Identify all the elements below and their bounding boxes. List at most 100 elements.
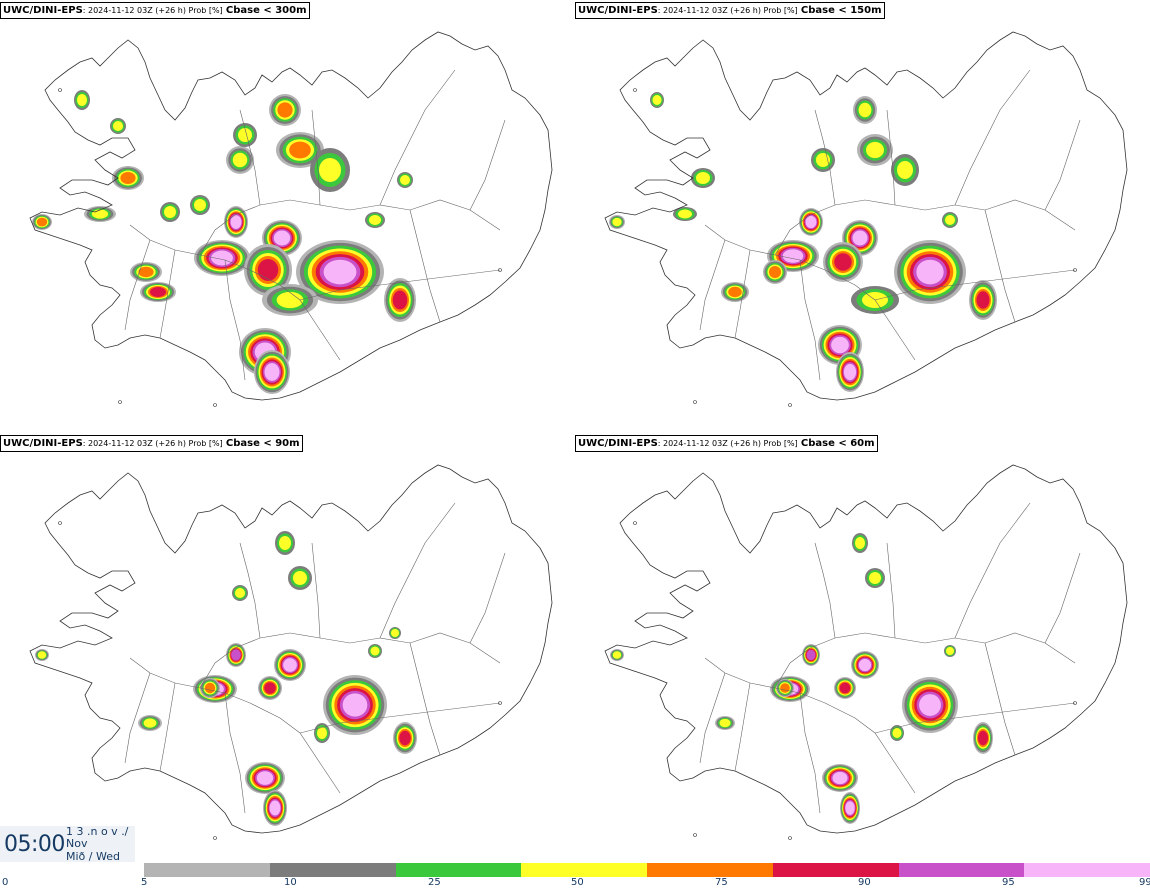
colorbar-tick-label: 25 (428, 877, 441, 888)
colorbar-segment (521, 863, 647, 877)
region-border (129, 657, 341, 794)
coastline (29, 31, 553, 401)
map-panel-cbase-300: UWC/DINI-EPS: 2024-11-12 03Z (+26 h) Pro… (0, 0, 575, 430)
colorbar-tick-label: 10 (284, 877, 297, 888)
valid-time-box: 05:00 1 3 .n o v ./ Nov Mið / Wed (0, 826, 135, 863)
weekday-label: Mið / Wed (66, 850, 120, 863)
region-border (224, 259, 246, 381)
threshold-label: Cbase < 150m (800, 5, 882, 16)
island (58, 521, 62, 525)
probability-contour (143, 718, 157, 728)
region-border (799, 259, 821, 381)
probability-contour (696, 172, 710, 184)
probability-contour (612, 651, 622, 659)
island (693, 833, 697, 837)
probability-contour (892, 728, 902, 738)
probability-contour (852, 230, 868, 246)
region-border (409, 642, 441, 756)
probability-contour (855, 537, 865, 549)
probability-contour (719, 718, 731, 728)
region-border (299, 702, 501, 734)
probability-contour (392, 290, 408, 310)
probability-contour (211, 250, 233, 266)
region-border (159, 682, 176, 772)
probability-contour (273, 230, 291, 246)
probability-contour (77, 94, 87, 106)
region-border (311, 109, 321, 206)
region-border (379, 502, 456, 639)
probability-contour (232, 152, 248, 168)
colorbar-tick-label: 0 (2, 877, 9, 888)
probability-contour (678, 209, 692, 219)
probability-contour (858, 102, 872, 118)
island (498, 268, 502, 272)
probability-contour (391, 629, 399, 637)
probability-contour (279, 536, 291, 550)
island (213, 403, 217, 407)
region-border (886, 542, 896, 639)
island (1073, 701, 1077, 705)
probability-contour (164, 206, 176, 218)
region-border (984, 209, 1016, 323)
region-border (704, 224, 916, 361)
colorbar-segment (772, 863, 899, 877)
probability-contour (866, 141, 884, 159)
probability-contour (897, 161, 913, 179)
month-label: Nov (66, 837, 88, 850)
probability-contour (832, 771, 848, 785)
island (788, 836, 792, 840)
island (693, 400, 697, 404)
probability-contour (138, 266, 154, 278)
probability-contour (843, 363, 857, 381)
model-name: UWC/DINI-EPS (578, 5, 658, 16)
run-info: : 2024-11-12 03Z (+26 h) Prob [%] (82, 439, 223, 448)
region-border (874, 269, 1076, 301)
region-border (239, 109, 261, 206)
run-info: : 2024-11-12 03Z (+26 h) Prob [%] (657, 439, 798, 448)
iceland-map (604, 31, 1128, 407)
probability-contour (289, 141, 311, 159)
probability-field (609, 92, 997, 392)
colorbar-segment (898, 863, 1025, 877)
region-border (799, 692, 821, 814)
probability-contour (256, 771, 274, 785)
probability-contour (612, 217, 622, 227)
probability-contour (652, 95, 662, 105)
model-name: UWC/DINI-EPS (578, 438, 658, 449)
region-border (199, 199, 501, 256)
panel-title: UWC/DINI-EPS: 2024-11-12 03Z (+26 h) Pro… (0, 2, 310, 19)
probability-contour (276, 291, 304, 309)
probability-field (35, 531, 417, 826)
colorbar-tick-label: 5 (141, 877, 148, 888)
region-border (984, 642, 1016, 756)
probability-contour (231, 649, 241, 661)
probability-contour (370, 646, 380, 656)
probability-contour (728, 286, 742, 298)
map-panel-cbase-150: UWC/DINI-EPS: 2024-11-12 03Z (+26 h) Pro… (575, 0, 1150, 430)
probability-colorbar (144, 863, 1150, 877)
region-border (814, 542, 836, 639)
probability-contour (293, 571, 307, 585)
region-border (734, 682, 751, 772)
region-border (734, 249, 751, 339)
probability-contour (834, 253, 852, 271)
region-border (814, 109, 836, 206)
probability-contour (858, 658, 872, 672)
probability-contour (945, 215, 955, 225)
valid-time: 05:00 (4, 832, 65, 857)
probability-contour (269, 800, 281, 816)
region-border (954, 502, 1031, 639)
probability-contour (230, 215, 242, 229)
model-name: UWC/DINI-EPS (3, 438, 83, 449)
threshold-label: Cbase < 90m (225, 438, 300, 449)
threshold-label: Cbase < 60m (800, 438, 875, 449)
probability-contour (238, 128, 252, 142)
probability-contour (919, 694, 941, 716)
region-border (124, 672, 151, 764)
region-border (239, 542, 261, 639)
island (213, 836, 217, 840)
island (788, 403, 792, 407)
island (58, 88, 62, 92)
probability-field (32, 90, 416, 394)
probability-contour (976, 291, 990, 309)
